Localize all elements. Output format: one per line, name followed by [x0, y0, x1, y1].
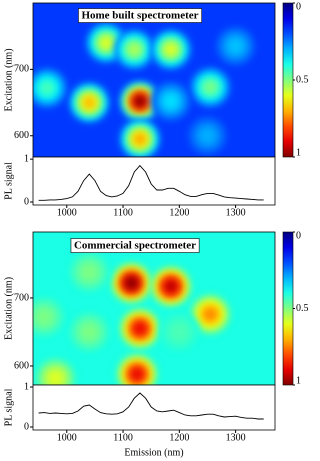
y-axis-label: Excitation (nm): [3, 48, 14, 111]
peak: [133, 95, 146, 108]
title-box: [70, 238, 200, 253]
title-box: [78, 8, 202, 23]
y-tick-label: 1: [24, 381, 29, 392]
heatmap: [33, 232, 275, 385]
peak: [83, 266, 96, 279]
y-tick-label: 600: [14, 130, 29, 141]
peak: [164, 280, 177, 293]
heatmap-background: [33, 232, 275, 385]
y-tick-label: 0: [24, 196, 29, 207]
colorbar-tick-label: 0.5: [296, 303, 309, 314]
x-tick-label: 1200: [169, 207, 189, 218]
peak: [201, 129, 214, 142]
peak: [173, 325, 186, 338]
x-tick-label: 1000: [57, 432, 77, 443]
peak: [133, 133, 146, 146]
peak: [164, 43, 177, 56]
y-axis-label: Excitation (nm): [3, 277, 14, 340]
pl-line: [38, 164, 264, 201]
peak: [125, 277, 138, 289]
peak: [164, 95, 177, 108]
y-tick-label: 1: [24, 153, 29, 164]
x-tick-label: 1300: [226, 207, 246, 218]
heatmap: [33, 3, 275, 157]
y-tick-label: 700: [14, 64, 29, 75]
colorbar-tick-label: 0: [296, 1, 301, 12]
plot-frame: [32, 156, 276, 206]
y-tick-label: 600: [14, 360, 29, 371]
peak: [133, 322, 146, 335]
chart-title: Commercial spectrometer: [74, 240, 196, 252]
x-tick-label: 1300: [226, 432, 246, 443]
y-axis-label: PL signal: [3, 388, 14, 426]
colorbar: [282, 231, 294, 386]
y-tick-label: 700: [14, 292, 29, 303]
x-axis-label: Emission (nm): [124, 447, 183, 458]
y-tick-label: 0: [24, 421, 29, 432]
peak: [128, 43, 141, 56]
peak: [204, 308, 217, 321]
x-tick-label: 1100: [113, 432, 133, 443]
peak: [100, 36, 113, 49]
colorbar-tick-label: 0.5: [296, 74, 309, 85]
plot-frame: [32, 384, 276, 431]
y-axis-label: PL signal: [3, 162, 14, 200]
colorbar-tick-label: 0: [296, 230, 301, 241]
peak: [204, 81, 217, 94]
peak: [41, 81, 54, 94]
pl-line: [38, 392, 264, 420]
x-tick-label: 1100: [113, 207, 133, 218]
chart-title: Home built spectrometer: [81, 10, 198, 22]
peak: [83, 96, 96, 109]
peak: [229, 40, 242, 53]
peak: [83, 325, 96, 338]
x-tick-label: 1200: [169, 432, 189, 443]
peak: [49, 372, 62, 385]
colorbar: [282, 2, 294, 158]
colorbar-tick-label: 1: [296, 147, 301, 158]
x-tick-label: 1000: [57, 207, 77, 218]
colorbar-tick-label: 1: [296, 375, 301, 386]
peak: [131, 368, 144, 381]
peak: [38, 311, 51, 323]
